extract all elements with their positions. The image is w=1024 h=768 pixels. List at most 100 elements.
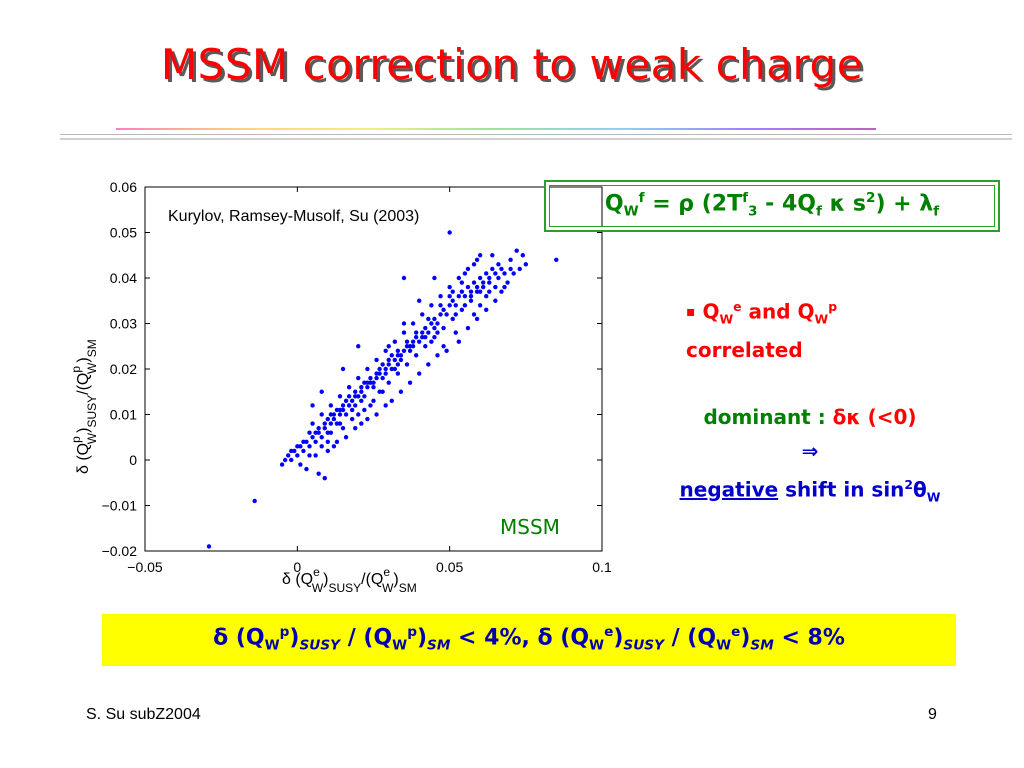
scatter-point xyxy=(307,444,312,449)
res-part: ) xyxy=(289,625,300,651)
res-part: SUSY xyxy=(623,637,664,654)
res-part: e xyxy=(604,624,614,640)
scatter-point xyxy=(395,371,401,376)
scatter-point xyxy=(331,412,337,417)
scatter-point xyxy=(307,430,312,435)
scatter-point xyxy=(252,498,257,504)
scatter-point xyxy=(426,330,431,335)
scatter-point xyxy=(426,362,431,367)
scatter-point xyxy=(343,412,349,417)
scatter-point xyxy=(349,416,355,422)
scatter-point xyxy=(462,294,468,299)
scatter-point xyxy=(328,412,334,417)
scatter-point xyxy=(441,325,446,331)
scatter-point xyxy=(206,544,212,549)
scatter-point xyxy=(349,398,355,404)
scatter-point xyxy=(383,371,388,376)
rainbow-divider xyxy=(116,128,876,130)
scatter-point xyxy=(359,421,364,426)
scatter-point xyxy=(398,353,404,358)
scatter-point xyxy=(322,425,327,431)
res-part: SM xyxy=(427,637,451,654)
eq-part: f xyxy=(742,190,749,206)
scatter-point xyxy=(301,448,306,454)
scatter-point xyxy=(468,298,474,303)
scatter-point xyxy=(362,380,367,385)
scatter-point xyxy=(456,339,462,344)
scatter-point xyxy=(313,439,318,444)
scatter-point xyxy=(353,425,358,431)
scatter-point xyxy=(487,275,492,281)
scatter-point xyxy=(438,312,443,317)
xlabel-g: e xyxy=(383,565,390,579)
scatter-point xyxy=(325,439,330,444)
shift-text: shift in sin xyxy=(778,477,905,502)
bullet-part: W xyxy=(719,311,734,327)
y-tick-label: 0 xyxy=(129,452,137,468)
scatter-point xyxy=(331,416,337,422)
correlation-bullet: ▪ QWe and QWp correlated xyxy=(686,292,837,365)
y-tick-label: −0.02 xyxy=(102,543,138,559)
scatter-point xyxy=(289,457,294,463)
scatter-point xyxy=(377,389,382,394)
scatter-point xyxy=(392,366,398,372)
scatter-point xyxy=(474,284,480,290)
scatter-point xyxy=(389,366,394,372)
scatter-point xyxy=(453,312,458,317)
scatter-point xyxy=(328,421,334,426)
eq-part: - 4Q xyxy=(757,191,816,217)
scatter-point xyxy=(468,289,474,294)
scatter-point xyxy=(465,266,471,272)
scatter-point xyxy=(331,444,337,449)
scatter-point xyxy=(289,448,294,454)
scatter-point xyxy=(401,348,407,353)
scatter-point xyxy=(362,394,367,399)
weak-charge-equation-box: QWf = ρ (2Tf3 - 4Qf κ s2) + λf xyxy=(544,180,1000,232)
slide-title: MSSM correction to weak charge xyxy=(160,40,864,89)
ylabel-i: ) xyxy=(75,357,92,362)
theta-symbol: θ xyxy=(913,477,927,502)
scatter-point xyxy=(340,407,346,413)
scatter-point xyxy=(374,357,379,363)
eq-part: f xyxy=(933,203,940,220)
scatter-point xyxy=(334,439,340,444)
bullet-line-1: ▪ QWe and QWp xyxy=(686,292,837,335)
xlabel-d: ) xyxy=(323,571,328,588)
res-part: p xyxy=(407,624,417,640)
negative-word: negative xyxy=(679,477,779,502)
scatter-point xyxy=(496,262,501,267)
scatter-point xyxy=(356,412,361,417)
scatter-point xyxy=(282,457,288,463)
res-part: W xyxy=(392,637,408,654)
scatter-point xyxy=(401,330,407,335)
scatter-point xyxy=(429,339,434,344)
res-part: e xyxy=(731,624,741,640)
scatter-point xyxy=(520,253,525,258)
y-tick-label: 0.05 xyxy=(110,225,137,241)
scatter-point xyxy=(359,389,364,394)
res-part: / (Q xyxy=(663,625,717,651)
res-part: < 4%, δ (Q xyxy=(450,625,590,651)
scatter-point xyxy=(413,334,419,340)
scatter-point xyxy=(471,312,477,317)
res-part: W xyxy=(589,637,605,654)
scatter-point xyxy=(383,366,388,372)
scatter-point xyxy=(499,289,504,294)
scatter-point xyxy=(417,298,422,303)
scatter-point xyxy=(456,275,462,281)
scatter-point xyxy=(383,348,388,353)
scatter-point xyxy=(386,362,391,367)
scatter-point xyxy=(380,375,385,381)
data-points xyxy=(206,230,559,549)
scatter-point xyxy=(295,444,300,449)
scatter-point xyxy=(423,334,428,340)
scatter-point xyxy=(450,298,455,303)
scatter-point xyxy=(444,312,449,317)
scatter-point xyxy=(368,380,373,385)
xlabel-e: SUSY xyxy=(328,581,361,595)
footer-author: S. Su subZ2004 xyxy=(86,706,201,723)
bullet-part: and Q xyxy=(741,299,815,324)
scatter-point xyxy=(435,330,440,335)
scatter-point xyxy=(423,325,428,331)
scatter-point xyxy=(346,403,352,408)
